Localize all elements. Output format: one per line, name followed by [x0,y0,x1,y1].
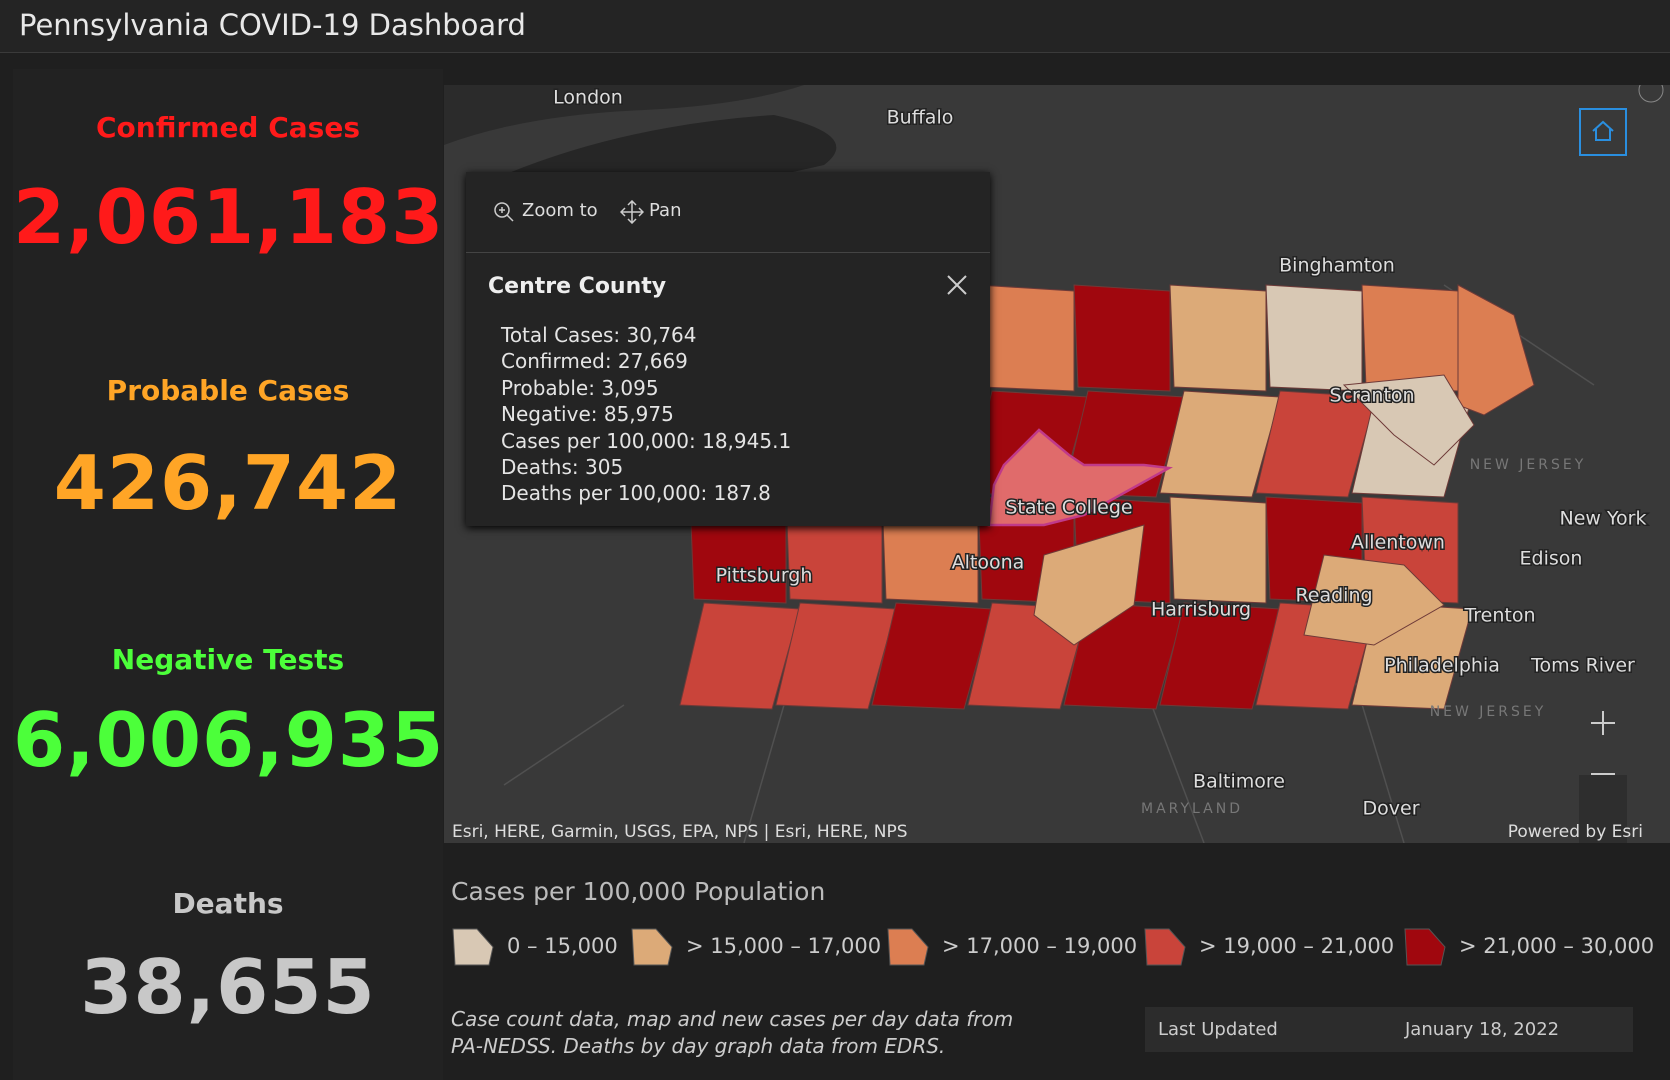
last-updated-date: January 18, 2022 [1405,1019,1560,1040]
popup-field: Confirmed: 27,669 [501,349,688,374]
pan-icon[interactable] [620,200,644,224]
place-label: State College [1005,497,1132,519]
place-label: Pittsburgh [716,565,813,587]
legend-label: > 17,000 – 19,000 [942,934,1138,958]
county [1255,390,1377,498]
swatch-shape [887,928,929,966]
attribution: Esri, HERE, Garmin, USGS, EPA, NPS | Esr… [452,822,908,842]
powered-by: Powered by Esri [1507,822,1643,842]
popup-field: Deaths per 100,000: 187.8 [501,481,771,506]
legend-label: 0 – 15,000 [507,934,618,958]
title: Pennsylvania COVID-19 Dashboard [19,8,526,42]
indicator-value: 426,742 [53,439,403,527]
county [871,602,993,710]
indicator-panel: Confirmed Cases 2,061,183 Probable Cases 42… [13,69,443,1080]
legend-label: > 19,000 – 21,000 [1199,934,1395,958]
popup-title: Centre County [488,274,667,299]
zoom-to[interactable]: Zoom to [522,200,598,221]
swatch-shape [1404,928,1446,966]
place-label: Reading [1295,585,1372,607]
county-selected [987,428,1173,527]
header: Pennsylvania COVID-19 Dashboard [0,0,1670,53]
legend-item: > 15,000 – 17,000 [630,922,881,970]
indicator-label: Negative Tests [111,643,345,676]
legend-label: > 21,000 – 30,000 [1459,934,1655,958]
zoom-icon[interactable] [492,200,516,224]
county-extra [1033,524,1145,646]
county [1159,390,1281,498]
place-label: Toms River [1530,655,1635,677]
popup: Zoom to Pan Centre County Total Cases: 3… [466,172,990,526]
place-label: Allentown [1351,532,1445,554]
county [1265,284,1363,392]
legend-title: Cases per 100,000 Population [451,877,826,906]
close-button[interactable] [946,274,968,296]
county [775,602,897,710]
place-label: Baltimore [1193,771,1285,793]
legend-item: 0 – 15,000 [451,922,618,970]
county [679,602,801,710]
legend-swatch [1404,928,1446,966]
place-label: Dover [1363,798,1420,820]
county [1159,602,1281,710]
indicator-label: Confirmed Cases [95,111,360,144]
swatch-shape [452,928,494,966]
legend-swatch [1144,928,1186,966]
footer-note: Case count data, map and new cases per d… [451,1007,1014,1058]
popup-field: Cases per 100,000: 18,945.1 [501,428,792,453]
place-label: Scranton [1329,385,1414,407]
indicator-label: Probable Cases [106,374,350,407]
region-label: NEW JERSEY [1470,457,1587,473]
county-extra [1342,374,1475,466]
popup-field: Probable: 3,095 [501,375,659,400]
indicator-value: 38,655 [80,943,376,1031]
swatch-shape [1144,928,1186,966]
legend-swatch [631,928,673,966]
county [1169,496,1267,604]
place-label: London [553,87,623,109]
last-updated-label: Last Updated [1158,1019,1278,1040]
legend-swatch [452,928,494,966]
pan[interactable]: Pan [649,200,682,221]
last-updated: Last Updated January 18, 2022 [1145,1007,1633,1052]
indicator-value: 6,006,935 [13,696,445,784]
place-label: Harrisburg [1151,599,1251,621]
region-label: MARYLAND [1141,801,1243,817]
place-label: Philadelphia [1384,655,1500,677]
region-label: NEW JERSEY [1430,704,1547,720]
indicator-value: 2,061,183 [13,173,445,261]
legend-label: > 15,000 – 17,000 [686,934,882,958]
legend-item: > 19,000 – 21,000 [1143,922,1394,970]
popup-fields: Total Cases: 30,764 Confirmed: 27,669 Prob… [501,322,791,507]
place-label: New York [1559,508,1646,530]
county [977,284,1075,392]
county [1169,284,1267,392]
place-label: Altoona [952,552,1025,574]
place-label: Buffalo [887,107,954,129]
place-label: Trenton [1463,605,1535,627]
county [1073,284,1171,392]
county-extra [1303,554,1445,646]
indicator-label: Deaths [172,887,284,920]
popup-field: Deaths: 305 [501,455,624,480]
legend-item: > 17,000 – 19,000 [886,922,1137,970]
popup-field: Total Cases: 30,764 [501,323,697,347]
place-label: Binghamton [1279,255,1395,277]
legend-swatch [887,928,929,966]
swatch-shape [631,928,673,966]
popup-toolbar: Zoom to Pan [466,172,990,253]
legend-item: > 21,000 – 30,000 [1403,922,1654,970]
place-label: Edison [1520,548,1583,570]
county-extra [1457,284,1535,416]
popup-field: Negative: 85,975 [501,402,674,427]
